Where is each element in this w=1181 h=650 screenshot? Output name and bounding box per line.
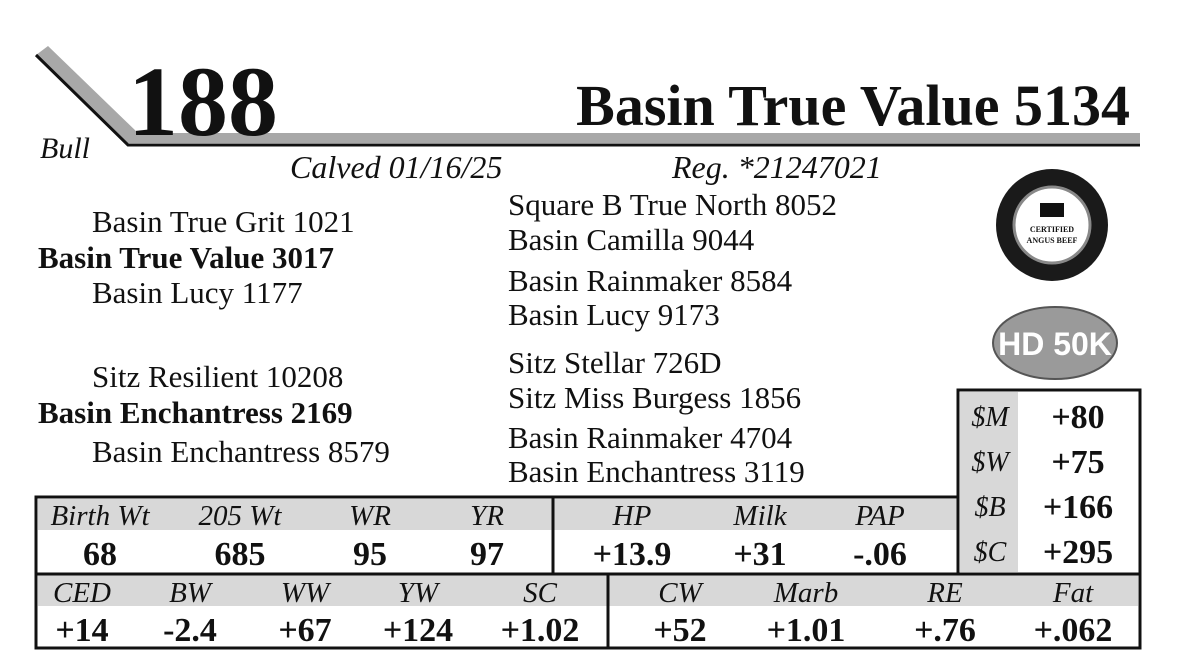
index-value: +80 xyxy=(1051,399,1104,436)
column-header: Milk xyxy=(732,500,787,532)
pedigree-name: Sitz Stellar 726D xyxy=(508,345,722,380)
index-value: +295 xyxy=(1043,534,1113,571)
column-value: -.06 xyxy=(853,536,907,573)
column-header: HP xyxy=(612,500,652,532)
genomics-badge xyxy=(992,306,1118,380)
sire-name: Basin True Value 3017 xyxy=(38,240,334,275)
column-header: WW xyxy=(281,577,332,609)
pedigree-name: Basin Rainmaker 8584 xyxy=(508,263,793,298)
column-header: Marb xyxy=(773,577,838,609)
animal-name: Basin True Value 5134 xyxy=(576,73,1130,138)
column-header: YW xyxy=(398,577,441,609)
index-label: $M xyxy=(971,402,1010,433)
column-value: +67 xyxy=(278,612,331,649)
cab-badge-inner xyxy=(1012,185,1092,265)
column-value: 685 xyxy=(215,536,266,573)
pedigree-name: Basin True Grit 1021 xyxy=(92,204,355,239)
pedigree-name: Basin Lucy 9173 xyxy=(508,297,720,332)
pedigree-name: Basin Rainmaker 4704 xyxy=(508,420,793,455)
pedigree-name: Basin Enchantress 8579 xyxy=(92,434,390,469)
dam-name: Basin Enchantress 2169 xyxy=(38,395,353,430)
genomics-text: HD 50K xyxy=(998,326,1112,362)
pedigree-name: Basin Enchantress 3119 xyxy=(508,454,805,489)
index-label-bg xyxy=(960,392,1018,572)
column-value: -2.4 xyxy=(163,612,217,649)
column-value: +1.02 xyxy=(501,612,580,649)
column-header: 205 Wt xyxy=(199,500,283,532)
column-header: YR xyxy=(470,500,504,532)
column-header: SC xyxy=(523,577,558,609)
column-value: +31 xyxy=(733,536,786,573)
column-value: +.062 xyxy=(1034,612,1113,649)
column-value: 95 xyxy=(353,536,387,573)
calved: Calved 01/16/25 xyxy=(290,149,502,185)
column-header: CW xyxy=(658,577,704,609)
column-value: 68 xyxy=(83,536,117,573)
header-bg xyxy=(38,499,958,530)
column-header: CED xyxy=(53,577,111,609)
pedigree-name: Sitz Resilient 10208 xyxy=(92,359,343,394)
pedigree-name: Basin Lucy 1177 xyxy=(92,275,303,310)
column-value: 97 xyxy=(470,536,504,573)
pedigree-name: Basin Camilla 9044 xyxy=(508,222,755,257)
header-bg xyxy=(38,574,1138,606)
column-header: RE xyxy=(926,577,963,609)
pedigree-name: Sitz Miss Burgess 1856 xyxy=(508,380,801,415)
index-label: $W xyxy=(971,447,1011,478)
lot-number: 188 xyxy=(128,46,278,157)
column-value: +1.01 xyxy=(767,612,846,649)
header-rule-line xyxy=(34,53,1140,147)
cab-icon xyxy=(1040,203,1064,217)
column-header: Birth Wt xyxy=(50,500,150,532)
column-value: +124 xyxy=(383,612,453,649)
registration: Reg. *21247021 xyxy=(671,149,882,185)
column-header: BW xyxy=(169,577,214,609)
sex: Bull xyxy=(40,132,90,165)
column-header: PAP xyxy=(854,500,904,532)
column-header: Fat xyxy=(1052,577,1094,609)
cab-text: CERTIFIED xyxy=(1030,225,1074,234)
column-header: WR xyxy=(349,500,391,532)
column-value: +52 xyxy=(653,612,706,649)
index-label: $B xyxy=(974,492,1005,523)
column-value: +.76 xyxy=(914,612,976,649)
index-label: $C xyxy=(974,537,1007,568)
pedigree-name: Square B True North 8052 xyxy=(508,187,837,222)
cab-text: ANGUS BEEF xyxy=(1027,236,1078,245)
index-value: +166 xyxy=(1043,489,1113,526)
table-lines xyxy=(34,388,1142,650)
column-value: +14 xyxy=(55,612,108,649)
column-value: +13.9 xyxy=(593,536,672,573)
index-value: +75 xyxy=(1051,444,1104,481)
header-rule xyxy=(36,46,1140,143)
